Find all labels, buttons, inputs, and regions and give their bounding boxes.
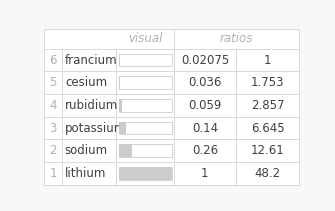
Text: 12.61: 12.61 xyxy=(251,144,284,157)
Text: visual: visual xyxy=(128,32,162,45)
Text: cesium: cesium xyxy=(65,76,107,89)
Bar xyxy=(119,144,132,157)
Text: sodium: sodium xyxy=(65,144,108,157)
Bar xyxy=(119,122,126,134)
Text: 6.645: 6.645 xyxy=(251,122,284,134)
Text: 5: 5 xyxy=(50,76,57,89)
Text: 1: 1 xyxy=(264,54,271,67)
Bar xyxy=(119,54,172,66)
Bar xyxy=(119,99,172,112)
Text: 48.2: 48.2 xyxy=(254,167,280,180)
Text: 1: 1 xyxy=(49,167,57,180)
Text: 3: 3 xyxy=(50,122,57,134)
Bar xyxy=(119,122,172,134)
Text: 2: 2 xyxy=(49,144,57,157)
Text: 0.26: 0.26 xyxy=(192,144,218,157)
Text: 0.14: 0.14 xyxy=(192,122,218,134)
Text: 0.059: 0.059 xyxy=(188,99,221,112)
Bar xyxy=(119,167,172,180)
Text: 6: 6 xyxy=(49,54,57,67)
Text: 0.02075: 0.02075 xyxy=(181,54,229,67)
Bar xyxy=(119,99,122,112)
Text: 4: 4 xyxy=(49,99,57,112)
Bar xyxy=(119,54,120,66)
Text: 0.036: 0.036 xyxy=(188,76,221,89)
Bar xyxy=(119,76,121,89)
Bar xyxy=(119,76,172,89)
Text: rubidium: rubidium xyxy=(65,99,118,112)
Text: 1: 1 xyxy=(201,167,209,180)
Text: potassium: potassium xyxy=(65,122,126,134)
Text: francium: francium xyxy=(65,54,118,67)
Text: ratios: ratios xyxy=(220,32,253,45)
Text: 2.857: 2.857 xyxy=(251,99,284,112)
Text: 1.753: 1.753 xyxy=(251,76,284,89)
Bar xyxy=(119,144,172,157)
Text: lithium: lithium xyxy=(65,167,106,180)
Bar xyxy=(119,167,172,180)
